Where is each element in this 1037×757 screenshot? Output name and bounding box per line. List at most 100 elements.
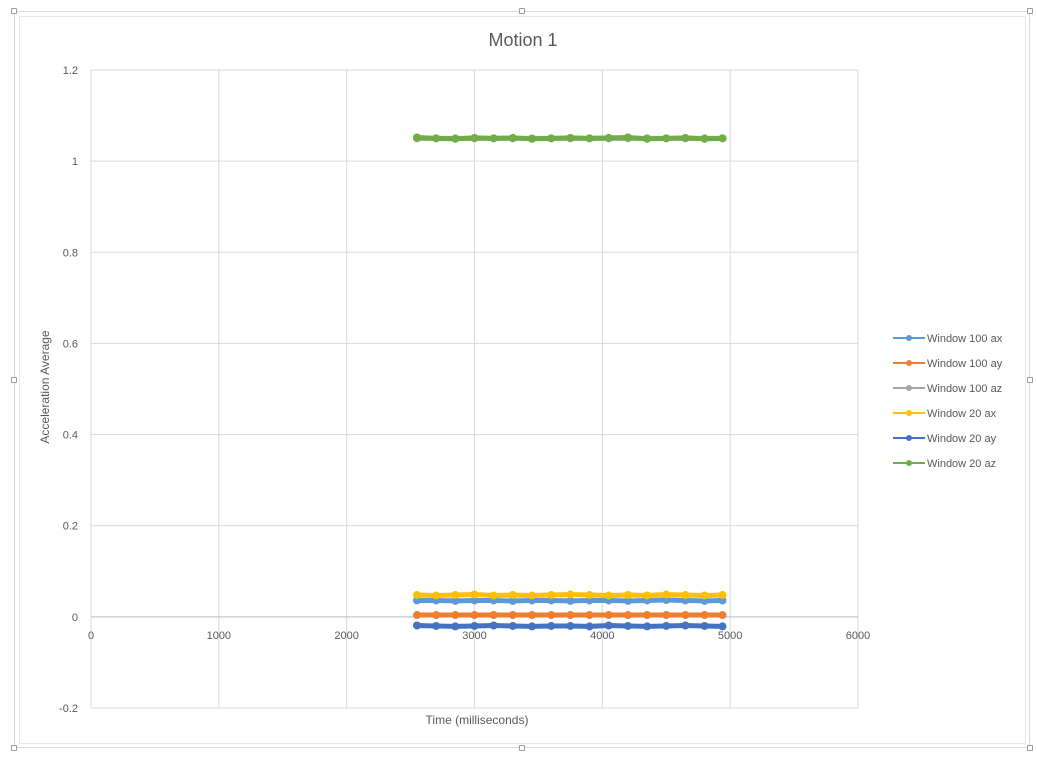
data-point [604,621,613,630]
data-point [508,590,517,599]
data-point [700,621,709,630]
data-point [508,621,517,630]
x-tick-label: 2000 [334,630,358,642]
data-point [470,621,479,630]
data-point [489,611,498,620]
data-point [489,621,498,630]
resize-handle-top-right[interactable] [1027,8,1033,14]
resize-handle-middle-right[interactable] [1027,377,1033,383]
resize-handle-middle-left[interactable] [11,377,17,383]
y-tick-label: 1.2 [63,65,78,77]
legend-label: Window 20 az [927,458,996,470]
legend-label: Window 20 ay [927,433,997,445]
legend-marker [906,410,912,416]
data-point [643,611,652,620]
data-point [681,621,690,630]
data-point [718,134,727,143]
data-point [623,621,632,630]
data-point [718,611,727,620]
x-tick-label: 4000 [590,630,614,642]
legend-marker [906,335,912,341]
data-point [604,591,613,600]
data-point [700,596,709,605]
data-point [718,622,727,631]
data-point [470,611,479,620]
data-point [585,622,594,631]
data-point [528,611,537,620]
data-point [585,596,594,605]
y-axis-title: Acceleration Average [38,330,52,444]
data-point [643,591,652,600]
legend-marker [906,360,912,366]
data-point [623,590,632,599]
y-tick-label: 0.4 [63,430,78,442]
x-tick-label: 1000 [207,630,231,642]
chart-title: Motion 1 [488,30,557,50]
legend-item: Window 100 ay [893,358,1003,370]
data-point [470,596,479,605]
legend-marker [906,385,912,391]
data-point [662,595,671,604]
data-point [700,591,709,600]
data-point [662,134,671,143]
legend-item: Window 20 ay [893,433,997,445]
data-point [718,596,727,605]
data-point [528,622,537,631]
legend-label: Window 20 ax [927,408,997,420]
y-tick-label: 0.8 [63,247,78,259]
data-point [681,590,690,599]
data-point [432,134,441,143]
y-tick-label: 0 [72,612,78,624]
x-tick-label: 6000 [846,630,870,642]
y-tick-label: -0.2 [59,703,78,715]
chart-area[interactable] [19,16,1026,744]
data-point [681,596,690,605]
legend-item: Window 100 ax [893,333,1003,345]
data-point [547,134,556,143]
data-point [566,621,575,630]
resize-handle-bottom-center[interactable] [519,745,525,751]
y-tick-label: 1 [72,156,78,168]
data-point [432,591,441,600]
data-point [662,621,671,630]
data-point [566,611,575,620]
data-point [700,134,709,143]
resize-handle-top-center[interactable] [519,8,525,14]
data-point [412,621,421,630]
data-point [489,591,498,600]
data-point [643,622,652,631]
data-point [547,596,556,605]
x-tick-label: 5000 [718,630,742,642]
series-window-100-ay [412,611,727,620]
data-point [432,621,441,630]
data-point [451,590,460,599]
data-point [547,611,556,620]
data-point [566,590,575,599]
data-point [566,133,575,142]
data-point [432,611,441,620]
data-point [623,611,632,620]
y-tick-label: 0.6 [63,338,78,350]
data-point [700,611,709,620]
resize-handle-top-left[interactable] [11,8,17,14]
data-point [681,133,690,142]
series-window-20-az [412,133,727,143]
x-tick-label: 3000 [462,630,486,642]
resize-handle-bottom-left[interactable] [11,745,17,751]
legend-item: Window 100 az [893,383,1002,395]
legend-marker [906,435,912,441]
data-point [585,590,594,599]
data-point [604,611,613,620]
resize-handle-bottom-right[interactable] [1027,745,1033,751]
y-tick-label: 0.2 [63,521,78,533]
data-point [662,611,671,620]
legend-label: Window 100 ax [927,333,1003,345]
data-point [412,590,421,599]
data-point [623,596,632,605]
data-point [528,591,537,600]
data-point [508,596,517,605]
data-point [623,133,632,142]
legend-marker [906,460,912,466]
series-window-20-ay [412,621,727,631]
